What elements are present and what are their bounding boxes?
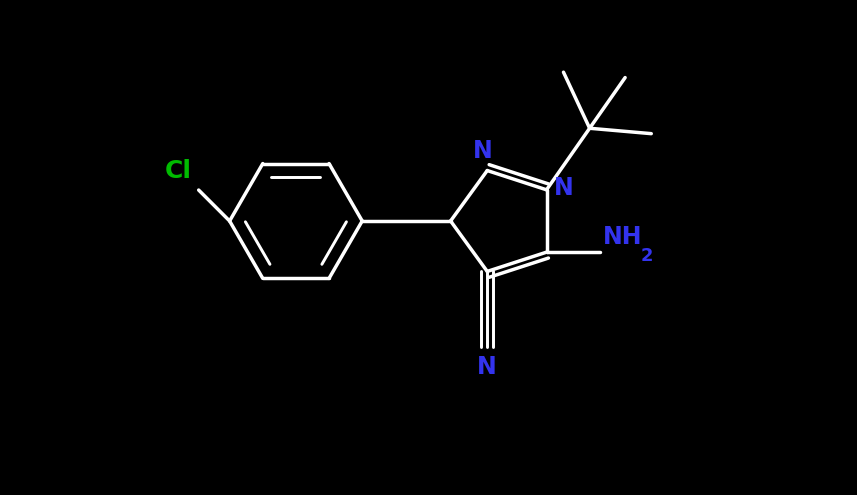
Text: 2: 2 — [640, 247, 653, 265]
Text: N: N — [477, 355, 497, 379]
Text: N: N — [473, 140, 493, 163]
Text: NH: NH — [603, 225, 643, 248]
Text: N: N — [554, 176, 573, 200]
Text: Cl: Cl — [165, 159, 192, 183]
